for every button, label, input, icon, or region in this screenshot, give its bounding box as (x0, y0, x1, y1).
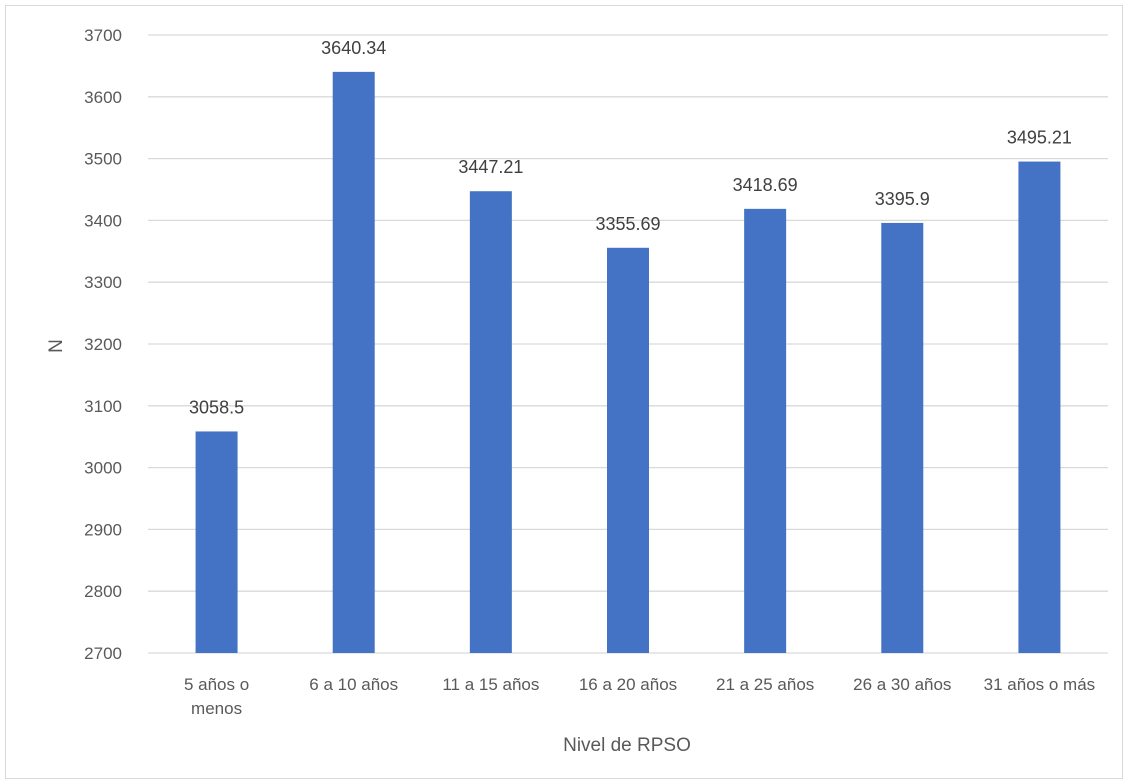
bars (195, 71, 1061, 654)
data-label: 3447.21 (458, 157, 523, 177)
x-tick-label: 5 años o menos (184, 675, 249, 718)
data-label: 3058.5 (189, 397, 244, 417)
data-label: 3418.69 (733, 175, 798, 195)
y-tick-label: 3700 (84, 26, 122, 45)
data-label: 3640.34 (321, 38, 386, 58)
y-axis-ticks: 2700 2800 2900 3000 3100 3200 3300 3400 3500 3600… (84, 26, 122, 663)
bar (607, 247, 649, 654)
y-tick-label: 3400 (84, 211, 122, 230)
bar (332, 71, 375, 654)
x-tick-label: 26 a 30 años (853, 675, 951, 694)
y-tick-label: 3000 (84, 459, 122, 478)
bar (469, 191, 512, 653)
y-tick-label: 2900 (84, 520, 122, 539)
data-label: 3495.21 (1007, 128, 1072, 148)
y-axis-title: N (46, 339, 67, 353)
x-tick-label: 6 a 10 años (309, 675, 398, 694)
gridlines (148, 34, 1108, 654)
chart-frame (5, 5, 1123, 779)
data-labels: 3058.5 3640.34 3447.21 3355.69 3418.69 3395.9… (189, 38, 1072, 418)
y-tick-label: 2700 (84, 644, 122, 663)
data-label: 3355.69 (595, 214, 660, 234)
bar (1018, 161, 1061, 653)
bar (195, 431, 238, 653)
x-tick-label: 31 años o más (984, 675, 1096, 694)
data-label: 3395.9 (875, 189, 930, 209)
x-tick-label: 11 a 15 años (442, 675, 539, 694)
bar (744, 208, 787, 653)
x-axis-ticks: 5 años o menos 6 a 10 años 11 a 15 años 16 a… (184, 675, 1095, 718)
y-tick-label: 3300 (84, 273, 122, 292)
bar (881, 222, 924, 653)
y-tick-label: 3100 (84, 397, 122, 416)
x-tick-label: 16 a 20 años (579, 675, 677, 694)
x-tick-label: 21 a 25 años (716, 675, 814, 694)
y-tick-label: 2800 (84, 582, 122, 601)
y-tick-label: 3600 (84, 88, 122, 107)
y-tick-label: 3200 (84, 335, 122, 354)
y-tick-label: 3500 (84, 150, 122, 169)
x-axis-title: Nivel de RPSO (563, 735, 691, 756)
